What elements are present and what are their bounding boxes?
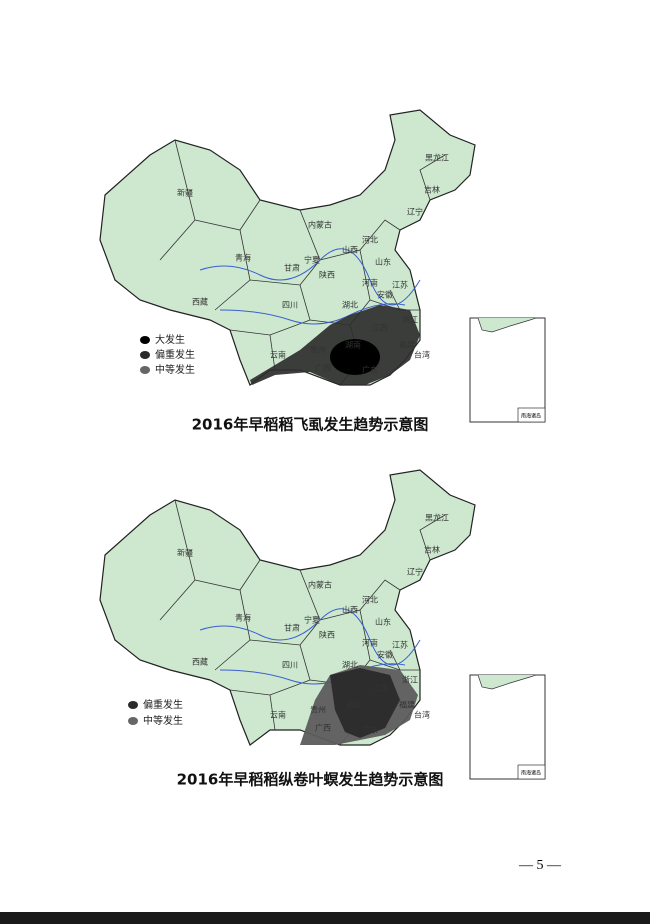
province-label: 山西 bbox=[342, 605, 358, 615]
province-label: 贵州 bbox=[310, 705, 326, 715]
map-title: 2016年早稻稻纵卷叶螟发生趋势示意图 bbox=[177, 771, 444, 789]
province-label: 河南 bbox=[362, 638, 378, 648]
page-number: — 5 — bbox=[518, 858, 562, 873]
map-title: 2016年早稻稻飞虱发生趋势示意图 bbox=[192, 416, 429, 434]
province-label: 四川 bbox=[282, 661, 298, 670]
province-label: 浙江 bbox=[402, 675, 418, 685]
province-label: 江苏 bbox=[392, 640, 408, 650]
province-label: 黑龙江 bbox=[425, 513, 449, 523]
province-label: 黑龙江 bbox=[425, 153, 449, 163]
province-label: 内蒙古 bbox=[308, 580, 332, 590]
bottom-bar bbox=[0, 912, 650, 924]
province-label: 浙江 bbox=[402, 315, 418, 325]
province-label: 青海 bbox=[235, 613, 251, 623]
inset-label: 南海诸岛 bbox=[521, 413, 541, 420]
occurrence-area bbox=[250, 305, 420, 385]
province-label: 福建 bbox=[399, 700, 415, 710]
province-label: 西藏 bbox=[192, 657, 208, 667]
province-label: 广西 bbox=[315, 363, 331, 373]
occurrence-area bbox=[330, 668, 400, 738]
inset-box bbox=[517, 764, 546, 780]
legend-swatch bbox=[140, 336, 150, 344]
inset-frame bbox=[469, 674, 546, 780]
province-label: 云南 bbox=[270, 710, 286, 720]
inset-frame bbox=[469, 317, 546, 423]
legend-swatch bbox=[140, 366, 150, 374]
province-label: 甘肃 bbox=[284, 263, 300, 273]
province-label: 山西 bbox=[342, 245, 358, 255]
province-label: 青海 bbox=[235, 253, 251, 263]
province-label: 山东 bbox=[375, 257, 391, 267]
province-label: 湖北 bbox=[342, 661, 358, 670]
province-label: 辽宁 bbox=[407, 567, 423, 577]
legend-label: 中等发生 bbox=[155, 363, 195, 376]
rivers bbox=[199, 608, 421, 685]
province-label: 宁夏 bbox=[304, 255, 320, 265]
inset-coast bbox=[477, 674, 537, 690]
province-label: 内蒙古 bbox=[308, 220, 332, 230]
province-label: 河北 bbox=[362, 595, 378, 605]
province-label: 新疆 bbox=[177, 188, 193, 198]
inset-coast bbox=[477, 317, 537, 333]
legend-swatch bbox=[128, 717, 138, 725]
province-label: 广东 bbox=[362, 365, 378, 375]
province-label: 湖南 bbox=[345, 700, 361, 710]
province-label: 吉林 bbox=[424, 545, 440, 555]
province-label: 甘肃 bbox=[284, 623, 300, 633]
province-label: 湖北 bbox=[342, 301, 358, 310]
province-label: 广西 bbox=[315, 723, 331, 733]
province-label: 西藏 bbox=[192, 297, 208, 307]
province-label: 江西 bbox=[372, 684, 388, 693]
legend-label: 偏重发生 bbox=[143, 698, 183, 711]
province-label: 新疆 bbox=[177, 548, 193, 558]
province-label: 江西 bbox=[372, 324, 388, 333]
legend-swatch bbox=[140, 351, 150, 359]
province-label: 河南 bbox=[362, 278, 378, 288]
inset-box bbox=[517, 407, 546, 423]
province-label: 湖南 bbox=[345, 340, 361, 350]
inset-label: 南海诸岛 bbox=[521, 770, 541, 777]
province-label: 吉林 bbox=[424, 185, 440, 195]
province-label: 河北 bbox=[362, 235, 378, 245]
rivers bbox=[199, 248, 421, 325]
province-label: 山东 bbox=[375, 617, 391, 627]
legend-swatch bbox=[128, 701, 138, 709]
province-label: 辽宁 bbox=[407, 207, 423, 217]
province-label: 宁夏 bbox=[304, 615, 320, 625]
province-label: 陕西 bbox=[319, 630, 335, 640]
province-label: 台湾 bbox=[414, 350, 430, 360]
province-label: 江苏 bbox=[392, 280, 408, 290]
province-label: 安徽 bbox=[377, 650, 393, 660]
province-label: 福建 bbox=[399, 340, 415, 350]
province-label: 云南 bbox=[270, 350, 286, 360]
province-label: 广东 bbox=[362, 725, 378, 735]
legend-label: 偏重发生 bbox=[155, 348, 195, 361]
province-label: 四川 bbox=[282, 301, 298, 310]
province-label: 安徽 bbox=[377, 290, 393, 300]
province-label: 陕西 bbox=[319, 270, 335, 280]
legend-label: 大发生 bbox=[155, 333, 185, 346]
legend-label: 中等发生 bbox=[143, 714, 183, 727]
province-label: 台湾 bbox=[414, 710, 430, 720]
occurrence-area bbox=[330, 339, 380, 375]
province-label: 贵州 bbox=[310, 345, 326, 355]
